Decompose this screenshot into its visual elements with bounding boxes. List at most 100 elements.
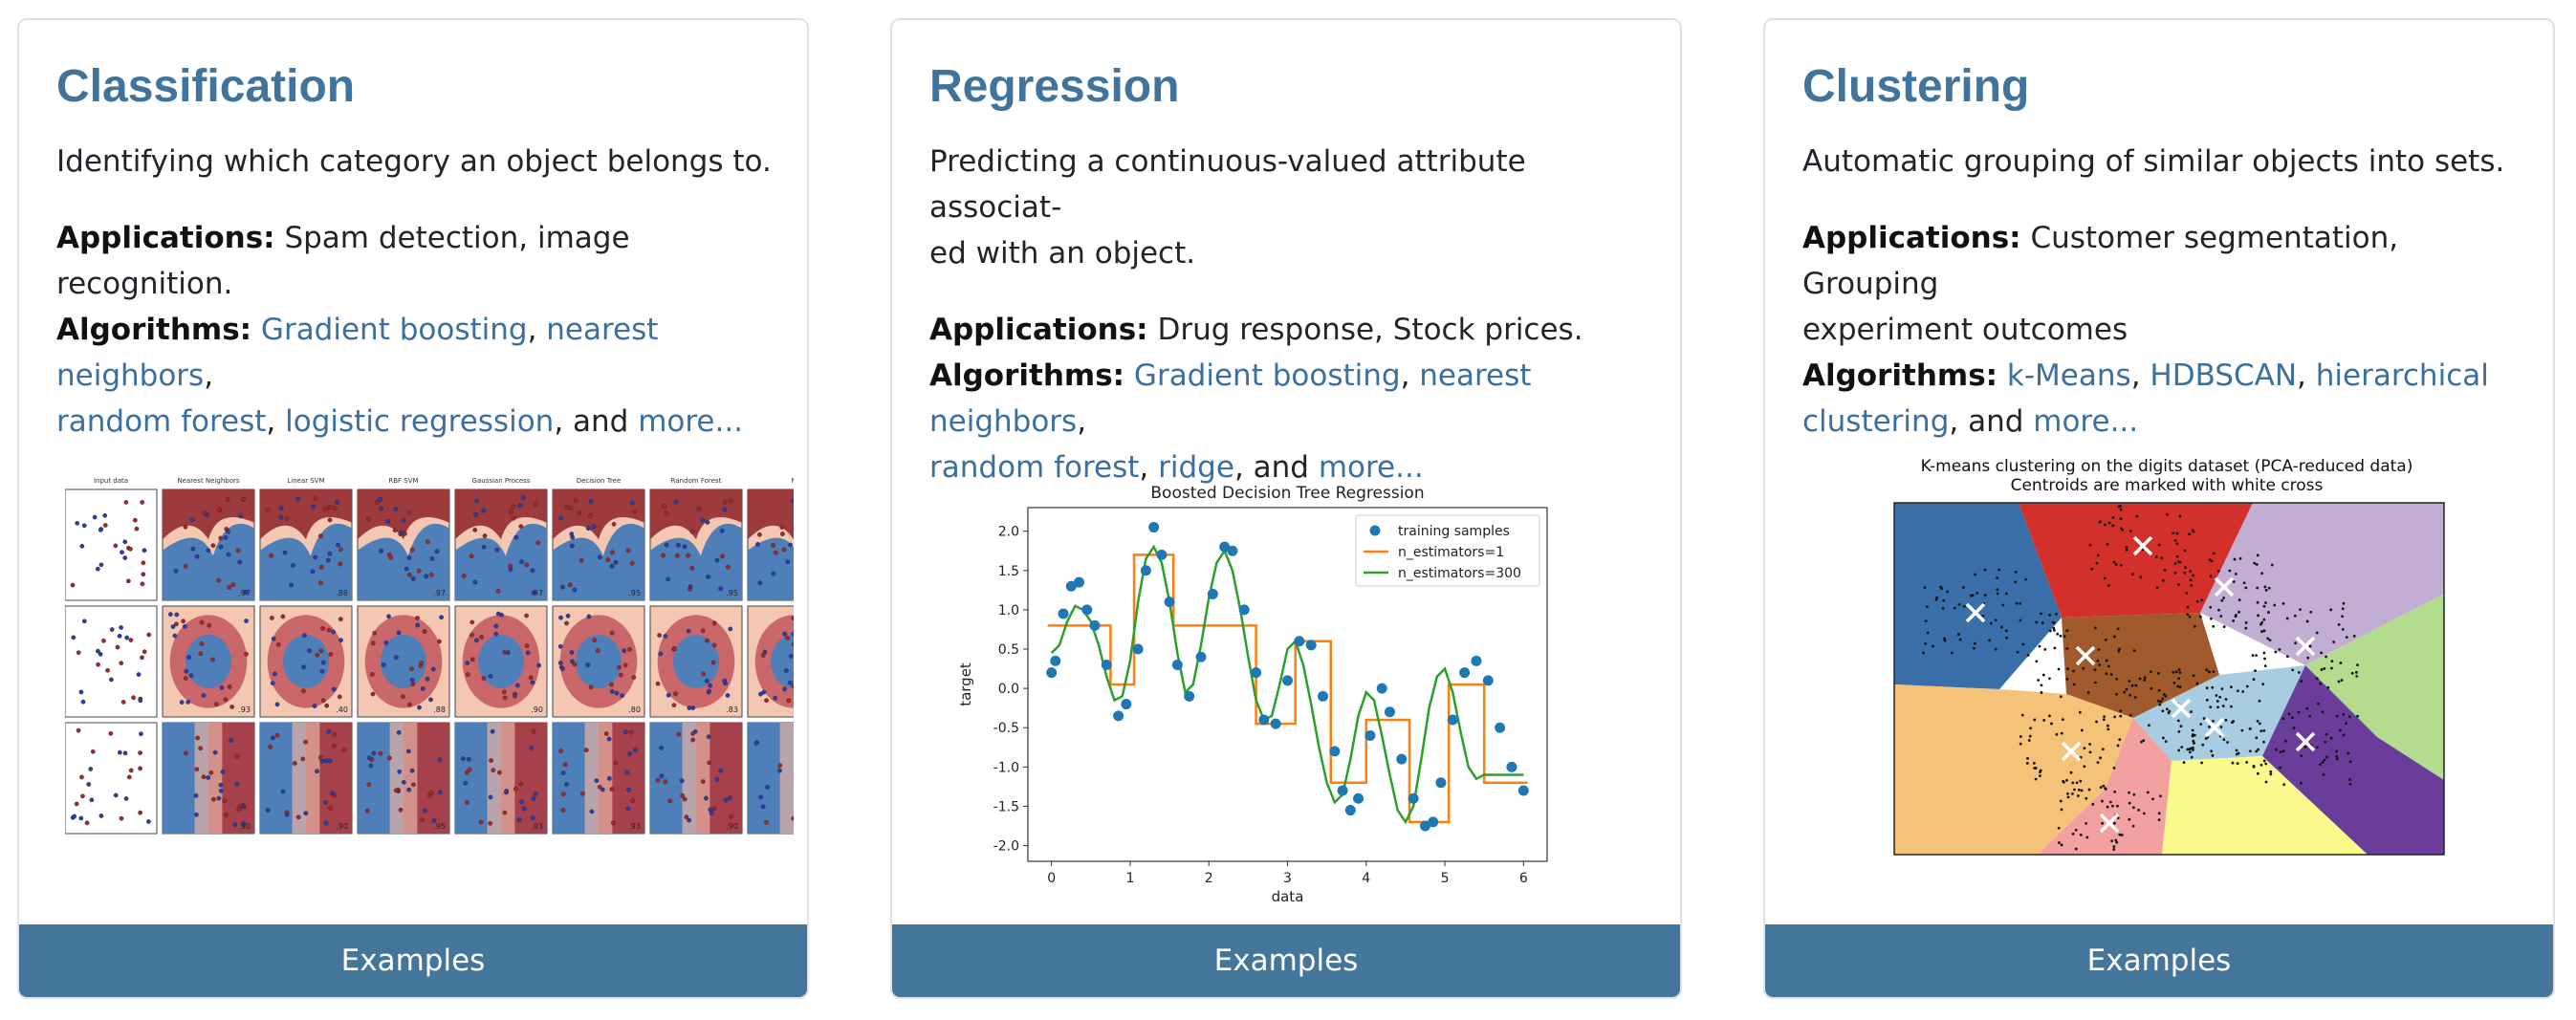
sample-point <box>280 614 286 619</box>
sample-point <box>568 506 574 511</box>
sample-point <box>474 638 479 643</box>
sample-point <box>711 806 717 812</box>
digit-point <box>2155 586 2159 590</box>
sample-point <box>488 794 493 800</box>
link-hierarchical-clustering[interactable]: hierarchical <box>2315 358 2489 393</box>
sample-point <box>577 510 581 515</box>
applications-label: Applications: <box>1802 221 2021 255</box>
sample-point <box>401 518 406 523</box>
digit-point <box>2048 614 2052 617</box>
sample-point <box>273 671 277 677</box>
link-ridge[interactable]: ridge <box>1158 450 1234 485</box>
link-gradient-boosting[interactable]: Gradient boosting <box>260 313 528 347</box>
sample-point <box>335 499 339 505</box>
sample-point <box>80 699 86 705</box>
digit-point <box>2019 619 2022 622</box>
digit-point <box>2077 788 2081 792</box>
sample-point <box>573 497 579 503</box>
sample-point <box>194 553 200 559</box>
digit-point <box>2157 543 2161 547</box>
examples-button[interactable]: Examples <box>1765 924 2553 997</box>
digit-point <box>2099 756 2103 760</box>
link-nearest-neighbors[interactable]: nearest neighbors <box>929 358 1532 439</box>
sample-point <box>560 792 566 797</box>
sample-point <box>521 806 527 812</box>
digit-point <box>2004 629 2008 633</box>
sample-point <box>586 614 592 619</box>
sample-point <box>319 759 325 764</box>
sample-point <box>529 745 534 750</box>
digit-point <box>2112 845 2116 849</box>
sample-point <box>592 638 598 642</box>
link-hierarchical-clustering[interactable]: clustering <box>1802 404 1950 439</box>
link-more[interactable]: more... <box>638 404 744 439</box>
digit-point <box>2065 646 2069 650</box>
digit-point <box>2161 578 2165 582</box>
link-more[interactable]: more... <box>1318 450 1424 485</box>
digit-point <box>2330 660 2334 663</box>
sample-point <box>425 539 430 545</box>
sample-point <box>585 526 591 532</box>
sample-point <box>184 668 189 674</box>
link-more[interactable]: more... <box>2033 404 2139 439</box>
link-k-means[interactable]: k-Means <box>2006 358 2131 393</box>
sample-point <box>411 782 416 788</box>
sample-point <box>690 731 695 736</box>
sample-point <box>700 517 706 523</box>
examples-button[interactable]: Examples <box>892 924 1680 997</box>
sample-point <box>397 769 403 774</box>
digit-point <box>2205 668 2209 672</box>
sample-point <box>627 647 632 652</box>
digit-point <box>2019 735 2022 738</box>
column-title: Decision Tree <box>577 477 622 485</box>
sample-point <box>398 807 404 813</box>
digit-point <box>2315 631 2319 635</box>
sample-point <box>124 635 130 640</box>
sample-point <box>786 698 792 704</box>
digit-point <box>2041 621 2044 624</box>
sample-point <box>764 698 769 704</box>
digit-point <box>2186 613 2190 617</box>
sample-point <box>659 746 664 750</box>
digit-point <box>2140 740 2143 744</box>
digit-point <box>2212 719 2215 723</box>
digit-point <box>2192 574 2194 577</box>
sample-point <box>409 677 415 683</box>
digit-point <box>2101 748 2105 751</box>
link-nearest-neighbors[interactable]: nearest neighbors <box>56 313 659 393</box>
sample-point <box>235 548 241 553</box>
digit-point <box>2299 781 2303 785</box>
sample-point <box>274 732 280 738</box>
digit-point <box>2060 843 2063 847</box>
digit-point <box>2071 781 2075 785</box>
examples-button[interactable]: Examples <box>19 924 807 997</box>
digit-point <box>1999 625 2003 629</box>
digit-point <box>2132 806 2135 810</box>
sample-point <box>216 577 221 583</box>
sample-point <box>80 793 85 799</box>
digit-point <box>2341 607 2345 611</box>
digit-point <box>2340 679 2344 682</box>
digit-point <box>2085 821 2088 825</box>
link-random-forest[interactable]: random forest <box>929 450 1140 485</box>
sample-point <box>758 691 763 697</box>
applications-label: Applications: <box>56 221 275 255</box>
digit-point <box>2111 804 2114 808</box>
training-sample-point <box>1140 565 1151 576</box>
sample-point <box>375 499 380 505</box>
sample-point <box>396 630 402 636</box>
sample-point <box>84 820 90 826</box>
y-tick-label: -1.0 <box>993 760 1019 775</box>
sample-point <box>194 812 199 817</box>
sample-point <box>138 766 142 771</box>
digit-point <box>2259 763 2263 767</box>
sample-point <box>783 668 789 673</box>
link-random-forest[interactable]: random forest <box>56 404 267 439</box>
digit-point <box>2107 521 2111 525</box>
link-logistic-regression[interactable]: logistic regression <box>285 404 555 439</box>
sample-point <box>755 542 760 547</box>
link-hdbscan[interactable]: HDBSCAN <box>2150 358 2298 393</box>
sample-point <box>139 731 143 737</box>
training-sample-point <box>1282 675 1293 686</box>
link-gradient-boosting[interactable]: Gradient boosting <box>1133 358 1401 393</box>
